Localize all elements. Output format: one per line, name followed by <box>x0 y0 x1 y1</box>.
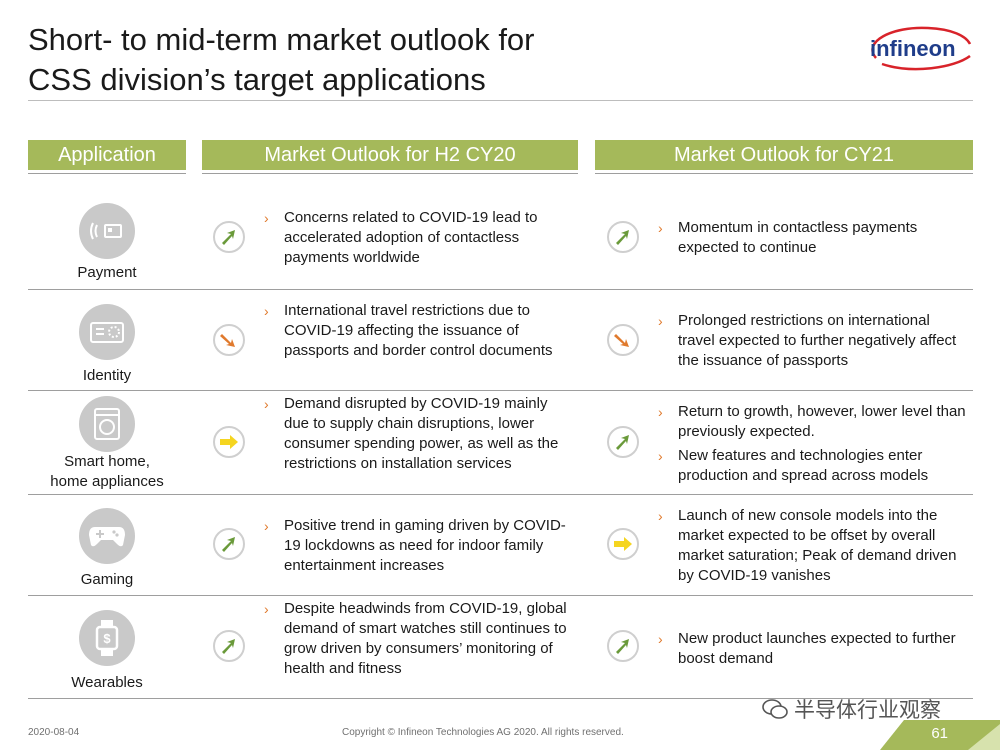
app-label-line: home appliances <box>50 473 164 490</box>
trend-up-icon <box>213 630 245 662</box>
id-card-icon <box>79 304 135 360</box>
h2-bullet: › Concerns related to COVID-19 lead to ac… <box>264 209 538 266</box>
title-line-2: CSS division’s target applications <box>28 62 486 97</box>
trend-up-icon <box>213 528 245 560</box>
trend-flat-icon <box>607 528 639 560</box>
trend-up-icon <box>607 221 639 253</box>
page-number: 61 <box>931 725 948 742</box>
h2-bullet: › Demand disrupted by COVID-19 mainly due… <box>264 395 559 472</box>
smartwatch-icon: $ <box>79 610 135 666</box>
h2-bullet: › Positive trend in gaming driven by COVI… <box>264 517 566 574</box>
trend-up-icon <box>213 221 245 253</box>
h2-bullet: › International travel restrictions due t… <box>264 302 553 359</box>
row-divider <box>28 595 973 596</box>
title-line-1: Short- to mid-term market outlook for <box>28 22 535 57</box>
svg-text:infineon: infineon <box>870 36 956 61</box>
cy21-bullet: › New product launches expected to furthe… <box>658 630 956 667</box>
cy21-bullet: › Momentum in contactless payments expect… <box>658 219 918 256</box>
app-label-smart-home: Smart home, home appliances <box>28 452 186 492</box>
row-divider <box>28 390 973 391</box>
trend-up-icon <box>607 630 639 662</box>
app-label-payment: Payment <box>77 264 137 281</box>
trend-down-icon <box>607 324 639 356</box>
cy21-bullet: › Prolonged restrictions on international… <box>658 312 957 369</box>
header-underline <box>202 173 578 174</box>
watermark-text: 半导体行业观察 <box>794 699 941 722</box>
header-underline <box>595 173 973 174</box>
slide-title: Short- to mid-term market outlook for CS… <box>28 20 728 100</box>
cy21-bullet: › New features and technologies enter pro… <box>658 447 929 484</box>
trend-down-icon <box>213 324 245 356</box>
washing-machine-icon <box>79 396 135 452</box>
svg-text:$: $ <box>103 631 111 646</box>
header-application: Application <box>28 140 186 170</box>
gamepad-icon <box>79 508 135 564</box>
wechat-icon <box>762 699 788 719</box>
header-h2-cy20: Market Outlook for H2 CY20 <box>202 140 578 170</box>
footer-copyright: Copyright © Infineon Technologies AG 202… <box>342 727 624 738</box>
cy21-bullet: › Return to growth, however, lower level … <box>658 403 966 440</box>
header-cy21: Market Outlook for CY21 <box>595 140 973 170</box>
header-underline <box>28 173 186 174</box>
trend-flat-icon <box>213 426 245 458</box>
infineon-logo: infineon <box>870 26 972 71</box>
corner-decoration <box>880 720 1000 750</box>
trend-up-icon <box>607 426 639 458</box>
h2-bullet: › Despite headwinds from COVID-19, global… <box>264 600 567 677</box>
row-divider <box>28 289 973 290</box>
app-label-gaming: Gaming <box>80 571 134 588</box>
watermark: 半导体行业观察 <box>762 694 941 724</box>
row-divider <box>28 494 973 495</box>
cy21-bullet: › Launch of new console models into the m… <box>658 507 957 584</box>
title-divider <box>28 100 973 101</box>
row-divider <box>28 698 973 699</box>
footer-date: 2020-08-04 <box>28 727 80 738</box>
app-label-identity: Identity <box>82 367 132 384</box>
app-label-line: Smart home, <box>64 453 150 470</box>
app-label-wearables: Wearables <box>71 674 143 691</box>
contactless-payment-icon <box>79 203 135 259</box>
